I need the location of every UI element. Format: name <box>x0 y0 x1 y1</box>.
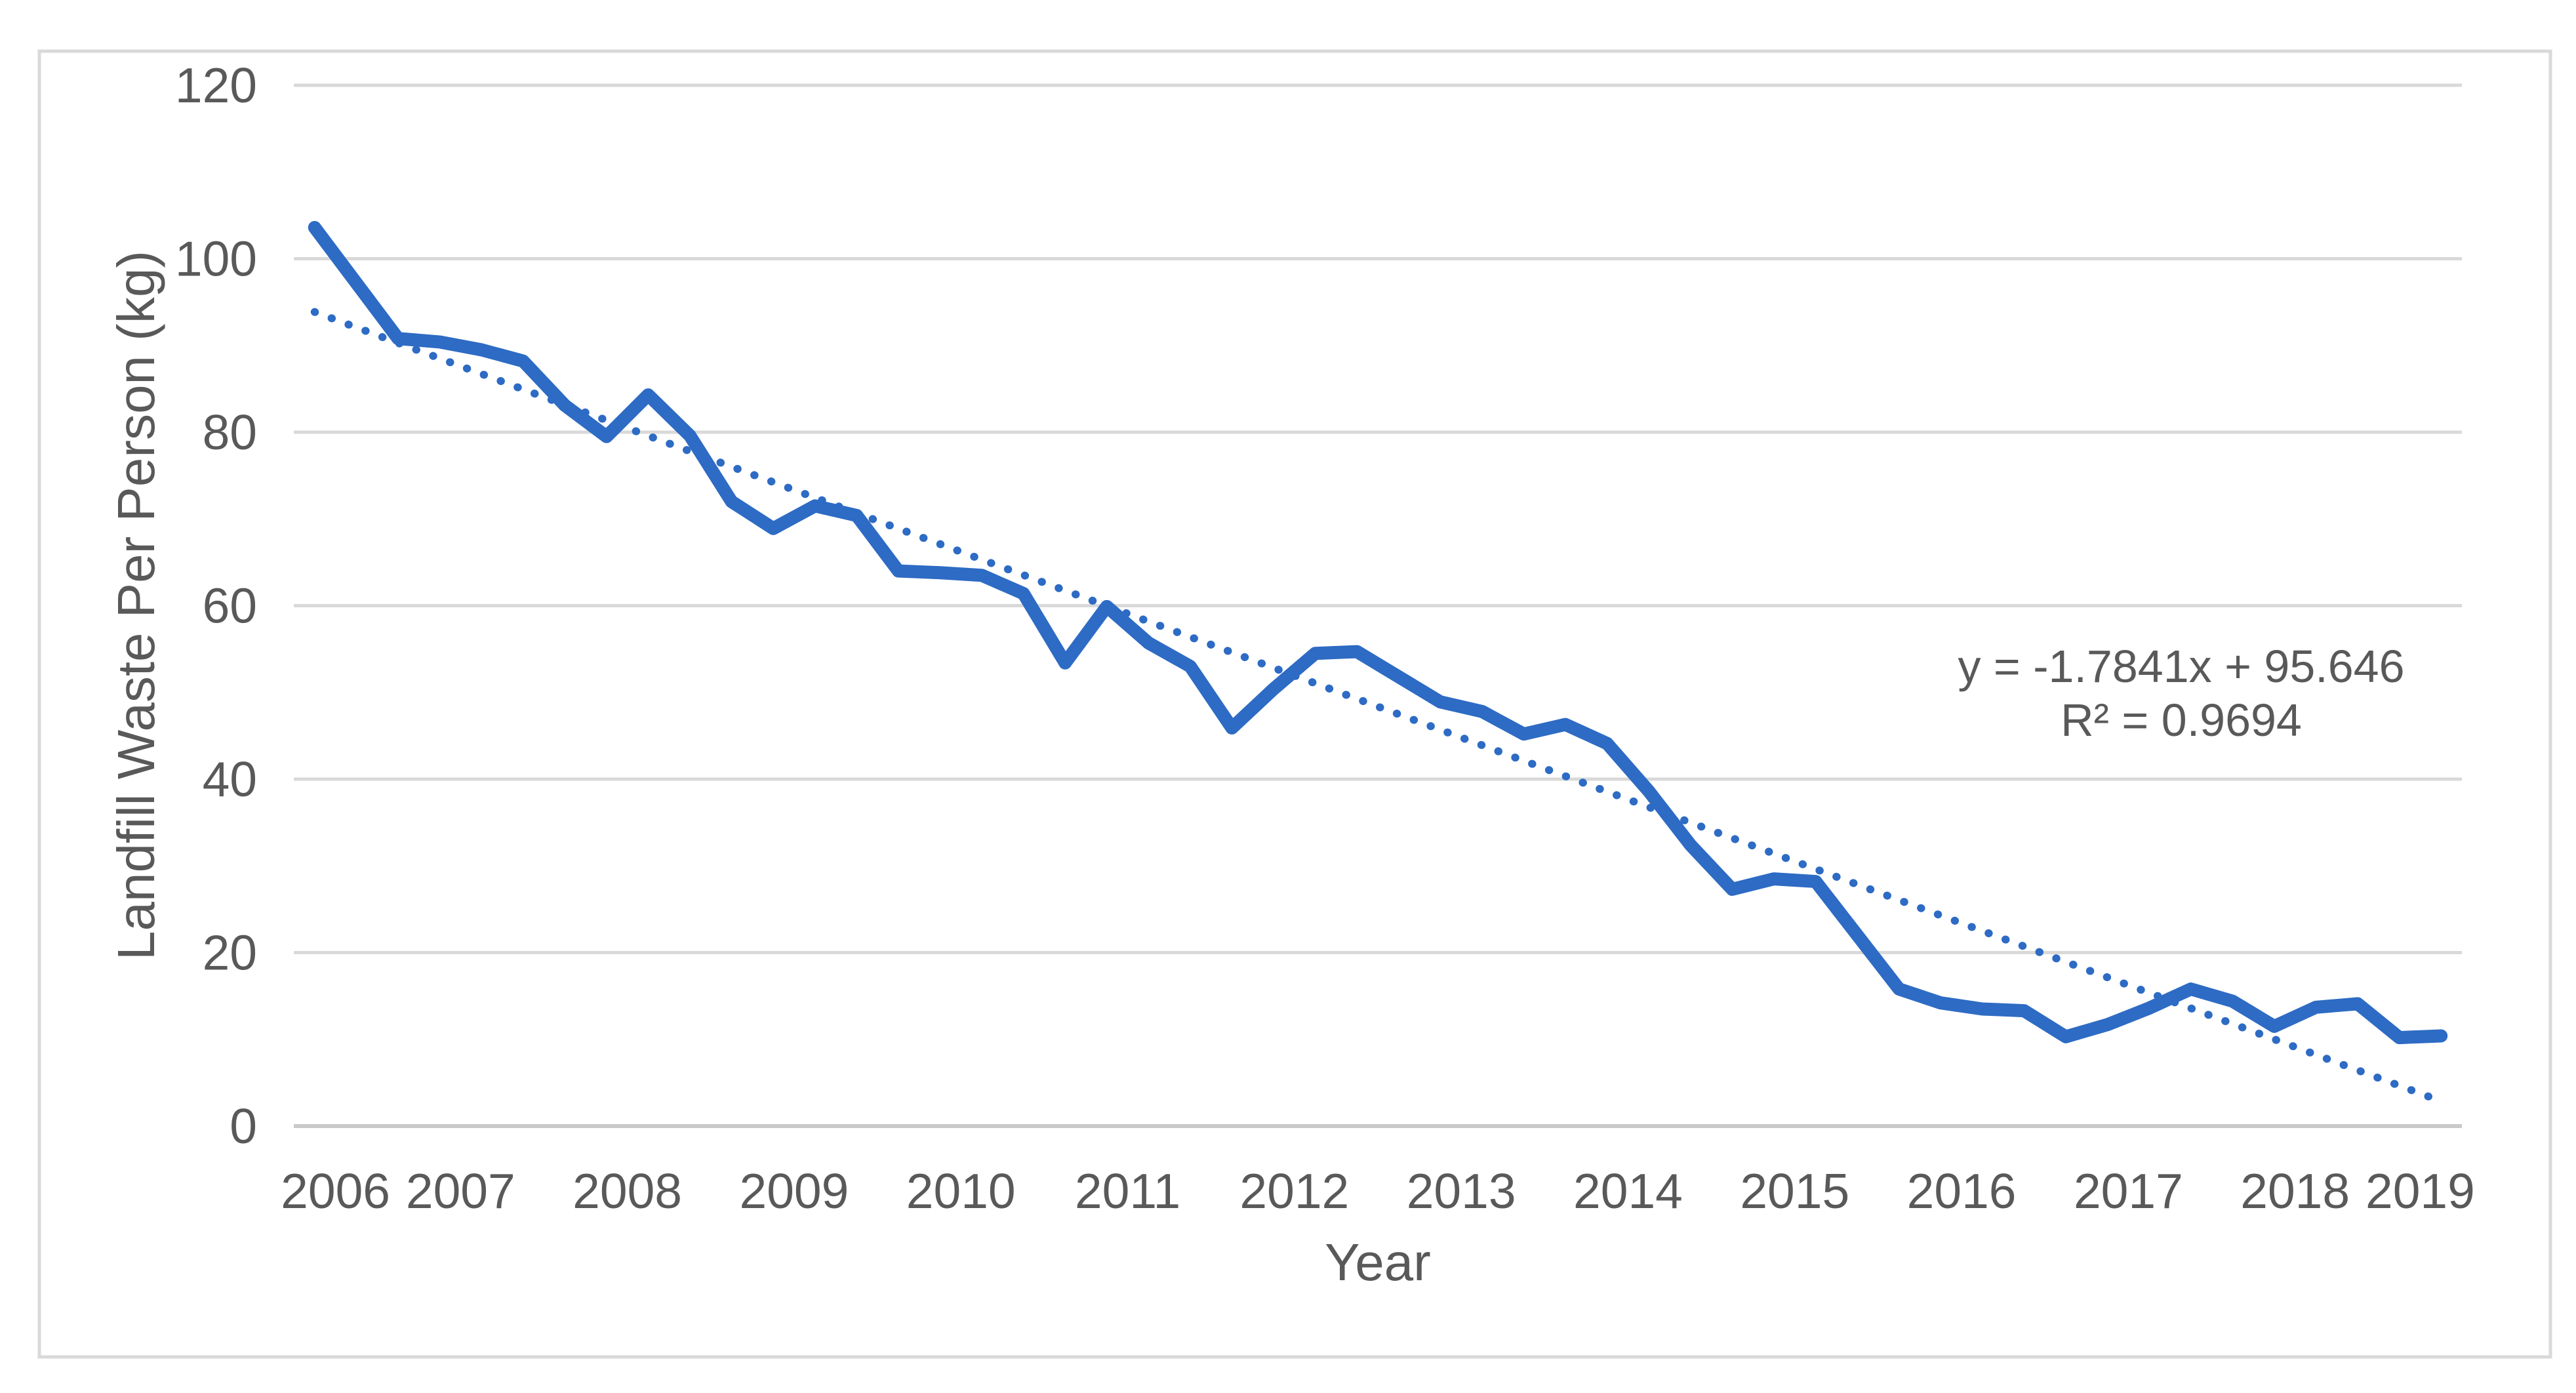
y-axis-title: Landfill Waste Per Person (kg) <box>107 251 165 960</box>
trendline-r-squared: R² = 0.9694 <box>2061 695 2302 746</box>
year-label: 2015 <box>1740 1163 1849 1219</box>
data-series-line <box>308 220 2448 1045</box>
year-label: 2014 <box>1573 1163 1683 1219</box>
year-label: 2009 <box>739 1163 849 1219</box>
y-tick-label: 0 <box>230 1099 257 1154</box>
gridlines <box>294 83 2462 1128</box>
y-tick-label: 120 <box>175 58 257 113</box>
year-label: 2007 <box>406 1163 515 1219</box>
year-label: 2006 <box>281 1163 390 1219</box>
y-tick-label: 20 <box>203 925 257 980</box>
y-tick-label: 40 <box>203 752 257 807</box>
x-axis-year-labels: 2006 2007 2008 2009 2010 2011 2012 2013 2014 2015… <box>281 1163 2475 1219</box>
trendline-equation: y = -1.7841x + 95.646 <box>1958 641 2404 692</box>
year-label: 2011 <box>1075 1163 1180 1219</box>
year-label: 2012 <box>1239 1163 1349 1219</box>
year-label: 2010 <box>906 1163 1016 1219</box>
year-label: 2018 <box>2240 1163 2350 1219</box>
y-axis-tick-labels: 0 20 40 60 80 100 120 <box>175 58 257 1154</box>
x-axis-title: Year <box>1325 1233 1431 1291</box>
year-label: 2013 <box>1407 1163 1516 1219</box>
trendline-dotted <box>310 308 2445 1106</box>
year-label: 2019 <box>2365 1163 2475 1219</box>
y-tick-label: 100 <box>175 232 257 287</box>
chart-border <box>37 49 2552 1359</box>
year-label: 2017 <box>2074 1163 2183 1219</box>
year-label: 2016 <box>1907 1163 2017 1219</box>
year-label: 2008 <box>573 1163 682 1219</box>
y-tick-label: 60 <box>203 578 257 634</box>
y-tick-label: 80 <box>203 405 257 460</box>
